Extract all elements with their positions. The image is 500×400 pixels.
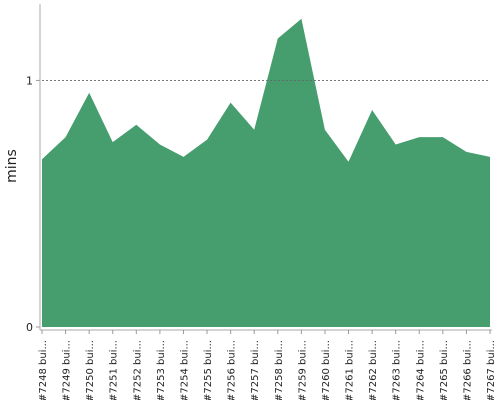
x-tick-label: #7251 bui... (109, 340, 120, 400)
x-tick-label: #7248 bui... (38, 340, 49, 400)
x-tick-label: #7254 bui... (179, 340, 190, 400)
x-tick-label: #7267 bui... (486, 340, 497, 400)
x-tick-label: #7249 bui... (62, 340, 73, 400)
x-tick-label: #7255 bui... (203, 340, 214, 400)
x-tick-label: #7259 bui... (297, 340, 308, 400)
x-tick-label: #7262 bui... (368, 340, 379, 400)
x-tick-label: #7253 bui... (156, 340, 167, 400)
x-tick-label: #7264 bui... (415, 340, 426, 400)
x-tick-label: #7263 bui... (392, 340, 403, 400)
y-tick-label: 0 (26, 321, 33, 334)
x-tick-label: #7261 bui... (345, 340, 356, 400)
x-tick-label: #7265 bui... (439, 340, 450, 400)
area (42, 18, 490, 328)
x-tick-label: #7258 bui... (274, 340, 285, 400)
x-tick-label: #7250 bui... (85, 340, 96, 400)
x-tick-label: #7260 bui... (321, 340, 332, 400)
x-tick-label: #7256 bui... (227, 340, 238, 400)
y-tick-label: 1 (26, 74, 33, 87)
x-tick-label: #7257 bui... (250, 340, 261, 400)
x-tick-label: #7252 bui... (132, 340, 143, 400)
y-axis-label: mins (4, 149, 20, 183)
x-tick-label: #7266 bui... (462, 340, 473, 400)
